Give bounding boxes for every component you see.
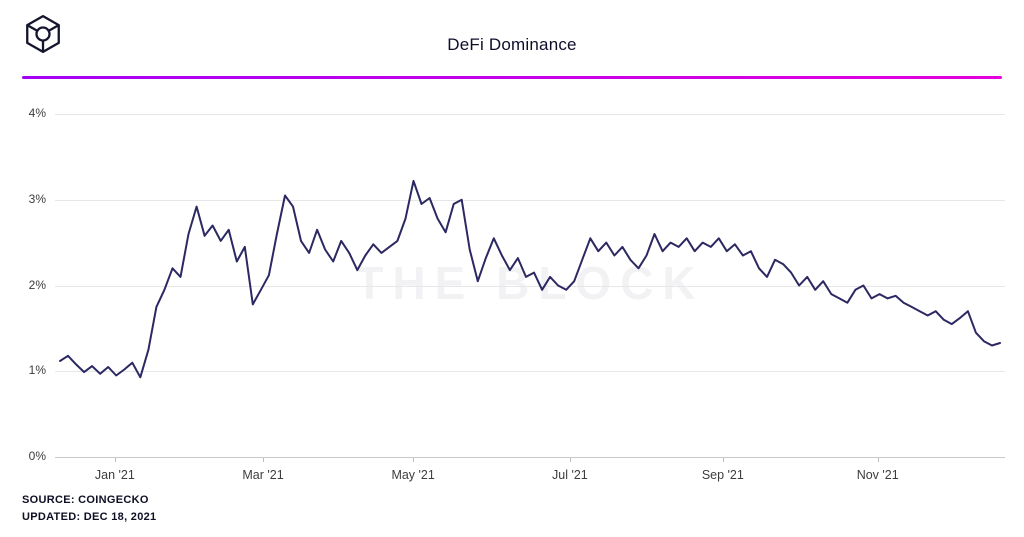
gridline-2% — [55, 285, 1005, 287]
x-axis-tick — [877, 457, 879, 462]
x-axis-label: Mar '21 — [242, 468, 284, 482]
x-axis-tick — [114, 457, 116, 462]
y-axis-label: 0% — [28, 449, 46, 463]
brand-divider — [22, 76, 1002, 79]
gridline-4% — [55, 114, 1005, 115]
x-axis-tick — [569, 457, 571, 462]
y-axis-label: 2% — [28, 277, 46, 292]
x-axis-label: Nov '21 — [856, 468, 899, 482]
watermark: THE BLOCK — [355, 257, 705, 309]
x-axis-label: Jan '21 — [94, 468, 135, 482]
gridline-0% — [55, 457, 1005, 458]
x-axis-tick — [263, 457, 265, 462]
y-axis-label: 4% — [28, 106, 46, 120]
x-axis-tick — [722, 457, 724, 462]
the-block-logo-icon — [22, 13, 64, 55]
chart-title: DeFi Dominance — [447, 35, 577, 54]
updated-label: UPDATED: DEC 18, 2021 — [22, 511, 157, 524]
source-label: SOURCE: COINGECKO — [22, 494, 149, 506]
gridline-1% — [55, 371, 1005, 373]
defi-dominance-line — [59, 179, 1001, 379]
x-axis-tick — [413, 457, 415, 462]
plot-region — [55, 114, 1005, 458]
y-axis-label: 3% — [28, 191, 46, 206]
gridline-3% — [55, 199, 1005, 201]
x-axis-label: May '21 — [391, 468, 435, 482]
footer: SOURCE: COINGECKO UPDATED: DEC 18, 2021 — [22, 492, 156, 526]
y-axis-label: 1% — [28, 363, 46, 378]
x-axis-label: Jul '21 — [552, 468, 588, 482]
x-axis-label: Sep '21 — [701, 468, 744, 482]
